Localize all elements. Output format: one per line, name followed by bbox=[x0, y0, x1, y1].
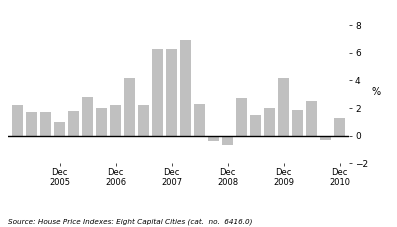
Bar bbox=[222, 136, 233, 146]
Bar bbox=[139, 105, 149, 136]
Bar bbox=[27, 112, 37, 136]
Text: Source: House Price Indexes: Eight Capital Cities (cat.  no.  6416.0): Source: House Price Indexes: Eight Capit… bbox=[8, 218, 252, 225]
Bar bbox=[208, 136, 219, 141]
Bar bbox=[54, 122, 65, 136]
Bar bbox=[12, 105, 23, 136]
Bar bbox=[152, 49, 163, 136]
Bar bbox=[195, 104, 205, 136]
Bar bbox=[110, 105, 121, 136]
Bar bbox=[180, 40, 191, 136]
Bar bbox=[334, 118, 345, 136]
Bar bbox=[40, 112, 51, 136]
Bar bbox=[68, 111, 79, 136]
Bar bbox=[264, 108, 275, 136]
Bar bbox=[96, 108, 107, 136]
Bar bbox=[124, 78, 135, 136]
Y-axis label: %: % bbox=[372, 87, 381, 97]
Bar bbox=[251, 115, 261, 136]
Bar bbox=[278, 78, 289, 136]
Bar bbox=[236, 99, 247, 136]
Bar bbox=[83, 97, 93, 136]
Bar bbox=[320, 136, 331, 140]
Bar bbox=[292, 109, 303, 136]
Bar bbox=[306, 101, 317, 136]
Bar bbox=[166, 49, 177, 136]
